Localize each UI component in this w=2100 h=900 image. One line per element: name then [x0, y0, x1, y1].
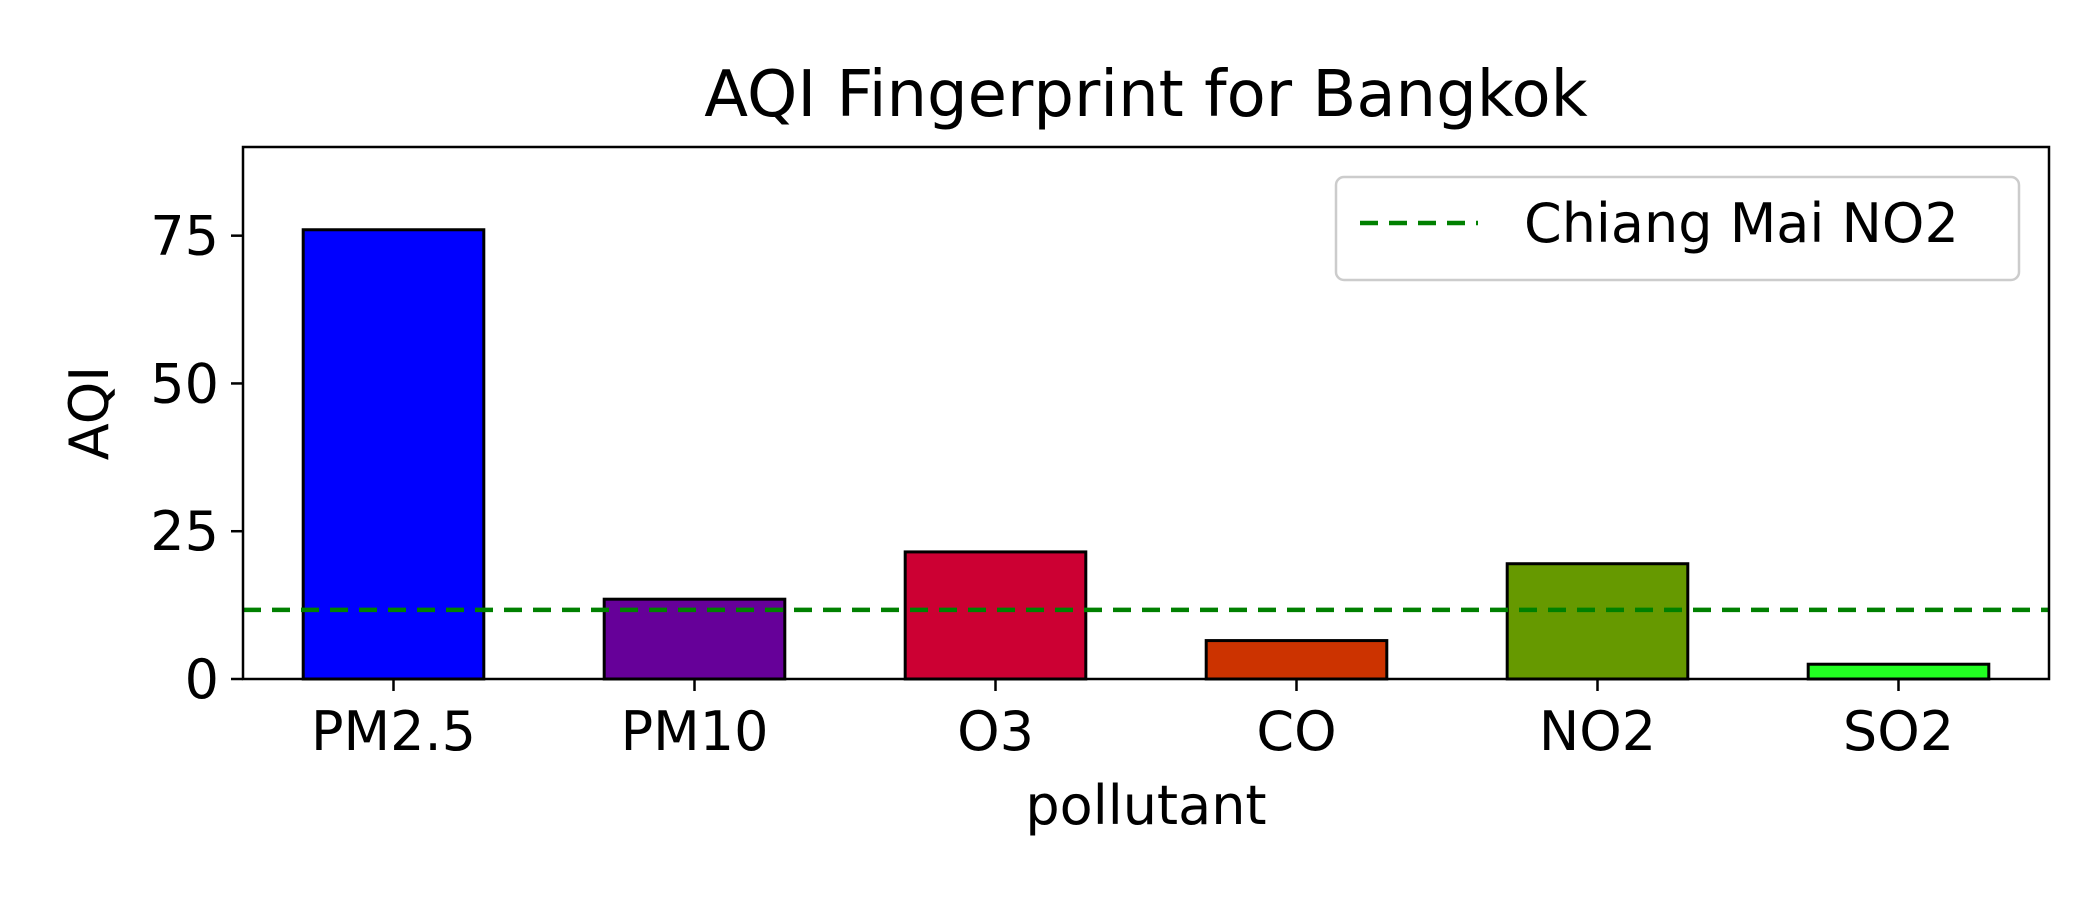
bar-so2	[1806, 662, 1991, 681]
bar-pm2-5	[301, 228, 486, 681]
bar-group	[301, 228, 1991, 681]
x-tick-label: CO	[1256, 700, 1336, 763]
legend-box	[1334, 175, 2021, 282]
bar-no2	[1505, 562, 1690, 681]
x-axis-ticks: PM2.5 PM10 O3 CO NO2 SO2	[311, 679, 1954, 763]
x-tick-label: O3	[957, 700, 1034, 763]
y-tick-label: 75	[150, 205, 219, 268]
bar-o3	[903, 550, 1088, 681]
bar-pm10	[602, 597, 787, 681]
x-tick-label: SO2	[1843, 700, 1954, 763]
x-tick-label: PM2.5	[311, 700, 476, 763]
y-tick-label: 50	[150, 352, 219, 415]
chart-title: AQI Fingerprint for Bangkok	[704, 58, 1587, 132]
plot-frame	[241, 145, 2051, 681]
y-tick-label: 25	[150, 500, 219, 563]
legend: Chiang Mai NO2	[1334, 175, 2021, 282]
x-axis-label: pollutant	[1025, 774, 1266, 837]
bar-co	[1204, 639, 1389, 681]
x-tick-label: PM10	[621, 700, 769, 763]
x-tick-label: NO2	[1539, 700, 1656, 763]
y-axis-ticks: 0 25 50 75	[150, 205, 243, 711]
y-tick-label: 0	[185, 648, 219, 711]
y-axis-label: AQI	[58, 366, 121, 460]
legend-entry-label: Chiang Mai NO2	[1524, 192, 1959, 255]
